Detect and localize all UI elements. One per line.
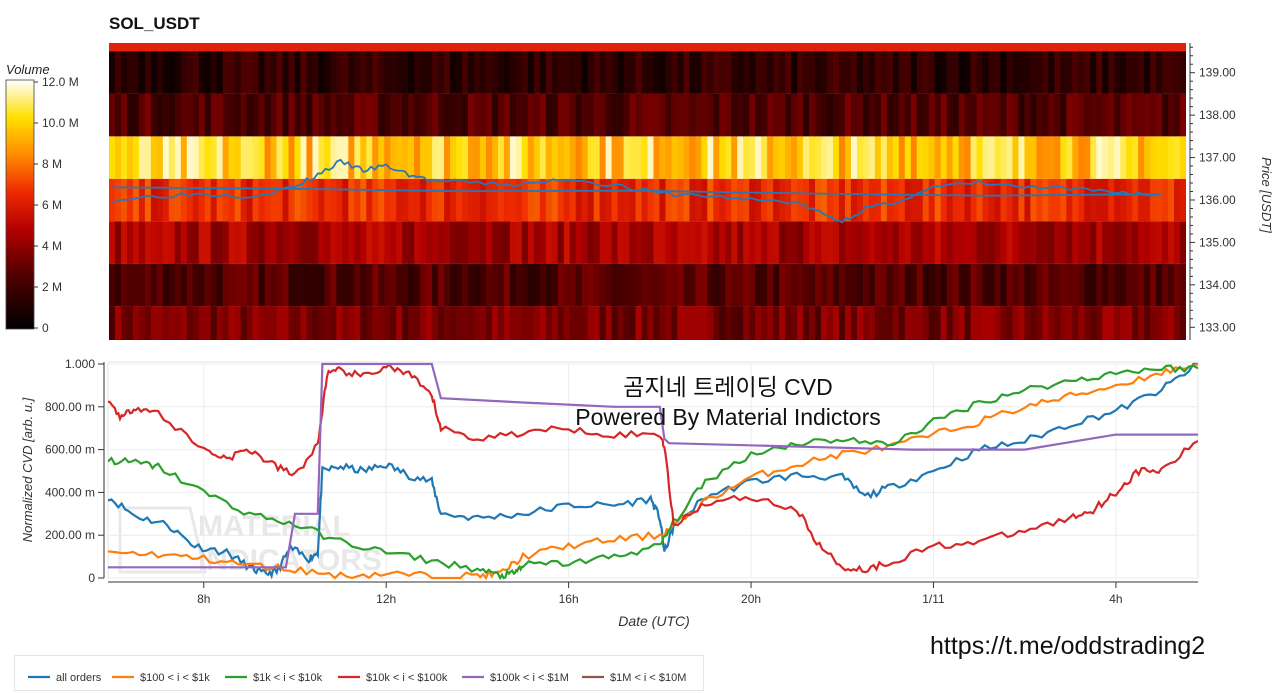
cvd-series	[108, 362, 1198, 580]
colorbar-tick-label: 8 M	[42, 157, 62, 171]
colorbar-tick-label: 12.0 M	[42, 75, 79, 89]
legend-label: $10k < i < $100k	[366, 672, 448, 684]
price-tick-label: 134.00	[1199, 278, 1236, 292]
legend-label: $100k < i < $1M	[490, 672, 569, 684]
cvd-y-ticks: 1.000 800.00 m 600.00 m 400.00 m 200.00 m 0	[45, 357, 104, 585]
legend-box	[14, 655, 704, 691]
price-tick-label: 137.00	[1199, 151, 1236, 165]
price-tick-label: 138.00	[1199, 108, 1236, 122]
cvd-x-tick-label: 20h	[741, 592, 761, 606]
cvd-x-tick-label: 16h	[559, 592, 579, 606]
legend: all orders $100 < i < $1k $1k < i < $10k $1…	[28, 672, 686, 684]
colorbar-tick-label: 10.0 M	[42, 116, 79, 130]
cvd-x-label: Date (UTC)	[618, 613, 690, 629]
cvd-series-line	[108, 363, 1198, 574]
cvd-series-line	[108, 362, 1198, 580]
cvd-series-line	[108, 362, 1198, 569]
price-tick-label: 136.00	[1199, 193, 1236, 207]
colorbar	[5, 79, 35, 330]
cvd-series-line	[108, 364, 1198, 580]
price-axis-label: Price [USDT]	[1259, 157, 1274, 233]
price-tick-label: 139.00	[1199, 66, 1236, 80]
cvd-y-tick-label: 800.00 m	[45, 400, 95, 414]
cvd-y-tick-label: 0	[88, 571, 95, 585]
cvd-x-tick-label: 8h	[197, 592, 210, 606]
legend-label: $1M < i < $10M	[610, 672, 686, 684]
telegram-url[interactable]: https://t.me/oddstrading2	[930, 632, 1206, 660]
watermark-line-1: 곰지네 트레이딩 CVD	[623, 374, 833, 400]
volume-heatmap	[109, 43, 1186, 340]
colorbar-tick-label: 4 M	[42, 239, 62, 253]
cvd-y-tick-label: 200.00 m	[45, 528, 95, 542]
cvd-y-label: Normalized CVD [arb. u.]	[20, 397, 35, 542]
legend-label: $100 < i < $1k	[140, 672, 210, 684]
colorbar-tick-label: 0	[42, 321, 49, 335]
cvd-series-line	[108, 362, 1198, 580]
cvd-y-tick-label: 400.00 m	[45, 485, 95, 499]
chart-title: SOL_USDT	[109, 14, 200, 33]
colorbar-title: Volume	[6, 62, 50, 77]
colorbar-ticks: 12.0 M 10.0 M 8 M 6 M 4 M 2 M 0	[34, 75, 79, 335]
price-line	[112, 158, 1162, 224]
colorbar-tick-label: 6 M	[42, 198, 62, 212]
price-axis-ticks: 133.00 134.00 135.00 136.00 137.00 138.00 139.…	[1190, 46, 1236, 334]
price-tick-label: 133.00	[1199, 320, 1236, 334]
cvd-x-tick-label: 1/11	[922, 592, 945, 606]
cvd-x-tick-label: 12h	[376, 592, 396, 606]
cvd-y-tick-label: 600.00 m	[45, 443, 95, 457]
cvd-x-ticks: 8h 12h 16h 20h 1/11 4h	[197, 582, 1123, 606]
legend-label: all orders	[56, 672, 102, 684]
price-tick-label: 135.00	[1199, 235, 1236, 249]
watermark-line-2: Powered By Material Indictors	[575, 404, 881, 430]
cvd-x-tick-label: 4h	[1109, 592, 1122, 606]
cvd-y-tick-label: 1.000	[65, 357, 95, 371]
legend-label: $1k < i < $10k	[253, 672, 323, 684]
colorbar-tick-label: 2 M	[42, 280, 62, 294]
cvd-watermark: 곰지네 트레이딩 CVD Powered By Material Indicto…	[548, 372, 908, 432]
